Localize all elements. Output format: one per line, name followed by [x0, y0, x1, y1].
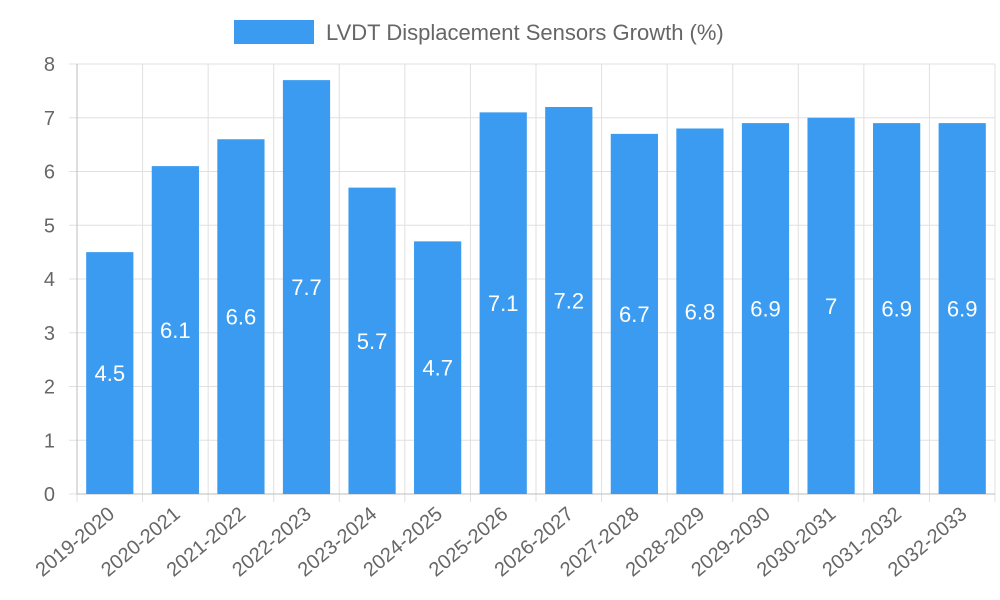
- y-tick-label: 6: [44, 162, 55, 184]
- legend-swatch: [234, 20, 314, 44]
- bar: [348, 187, 396, 494]
- data-label: 6.8: [685, 299, 716, 324]
- y-tick-label: 8: [44, 54, 55, 76]
- bar: [873, 123, 921, 494]
- y-tick-label: 1: [44, 430, 55, 452]
- bar: [807, 117, 855, 494]
- legend: LVDT Displacement Sensors Growth (%): [234, 20, 724, 45]
- y-tick-label: 5: [44, 215, 55, 237]
- bar: [545, 107, 593, 494]
- y-tick-label: 4: [44, 269, 55, 291]
- data-label: 7.2: [553, 289, 584, 314]
- bar: [217, 139, 265, 494]
- data-label: 5.7: [357, 329, 388, 354]
- x-axis-labels: 2019-20202020-20212021-20222022-20232023…: [32, 503, 972, 581]
- bar: [741, 123, 790, 494]
- legend-label: LVDT Displacement Sensors Growth (%): [326, 20, 724, 45]
- bars: [86, 80, 986, 494]
- bar: [676, 128, 724, 494]
- data-label: 4.7: [422, 356, 453, 381]
- y-tick-label: 7: [44, 108, 55, 130]
- bar: [938, 123, 986, 494]
- data-label: 6.9: [881, 297, 912, 322]
- data-label: 6.9: [947, 297, 978, 322]
- bar: [479, 112, 527, 494]
- data-label: 7.1: [488, 291, 519, 316]
- data-labels: 4.5 6.1 6.6 7.7 5.7 4.7 7.1 7.2 6.7 6.8 6.9 7 6.9 6.9: [94, 275, 977, 386]
- data-label: 6.1: [160, 318, 191, 343]
- data-label: 7: [825, 294, 837, 319]
- data-label: 6.6: [226, 305, 257, 330]
- bar: [151, 166, 199, 494]
- data-label: 6.7: [619, 302, 650, 327]
- bar: [86, 252, 134, 494]
- bar: [282, 80, 331, 494]
- data-label: 7.7: [291, 275, 322, 300]
- data-label: 4.5: [94, 361, 125, 386]
- data-label: 6.9: [750, 297, 781, 322]
- y-tick-label: 0: [44, 484, 55, 506]
- bar: [414, 241, 462, 494]
- y-axis-labels: 0 1 2 3 4 5 6 7 8: [44, 54, 55, 506]
- y-tick-label: 2: [44, 377, 55, 399]
- y-tick-label: 3: [44, 323, 55, 345]
- bar: [610, 133, 658, 494]
- grid: [69, 63, 996, 502]
